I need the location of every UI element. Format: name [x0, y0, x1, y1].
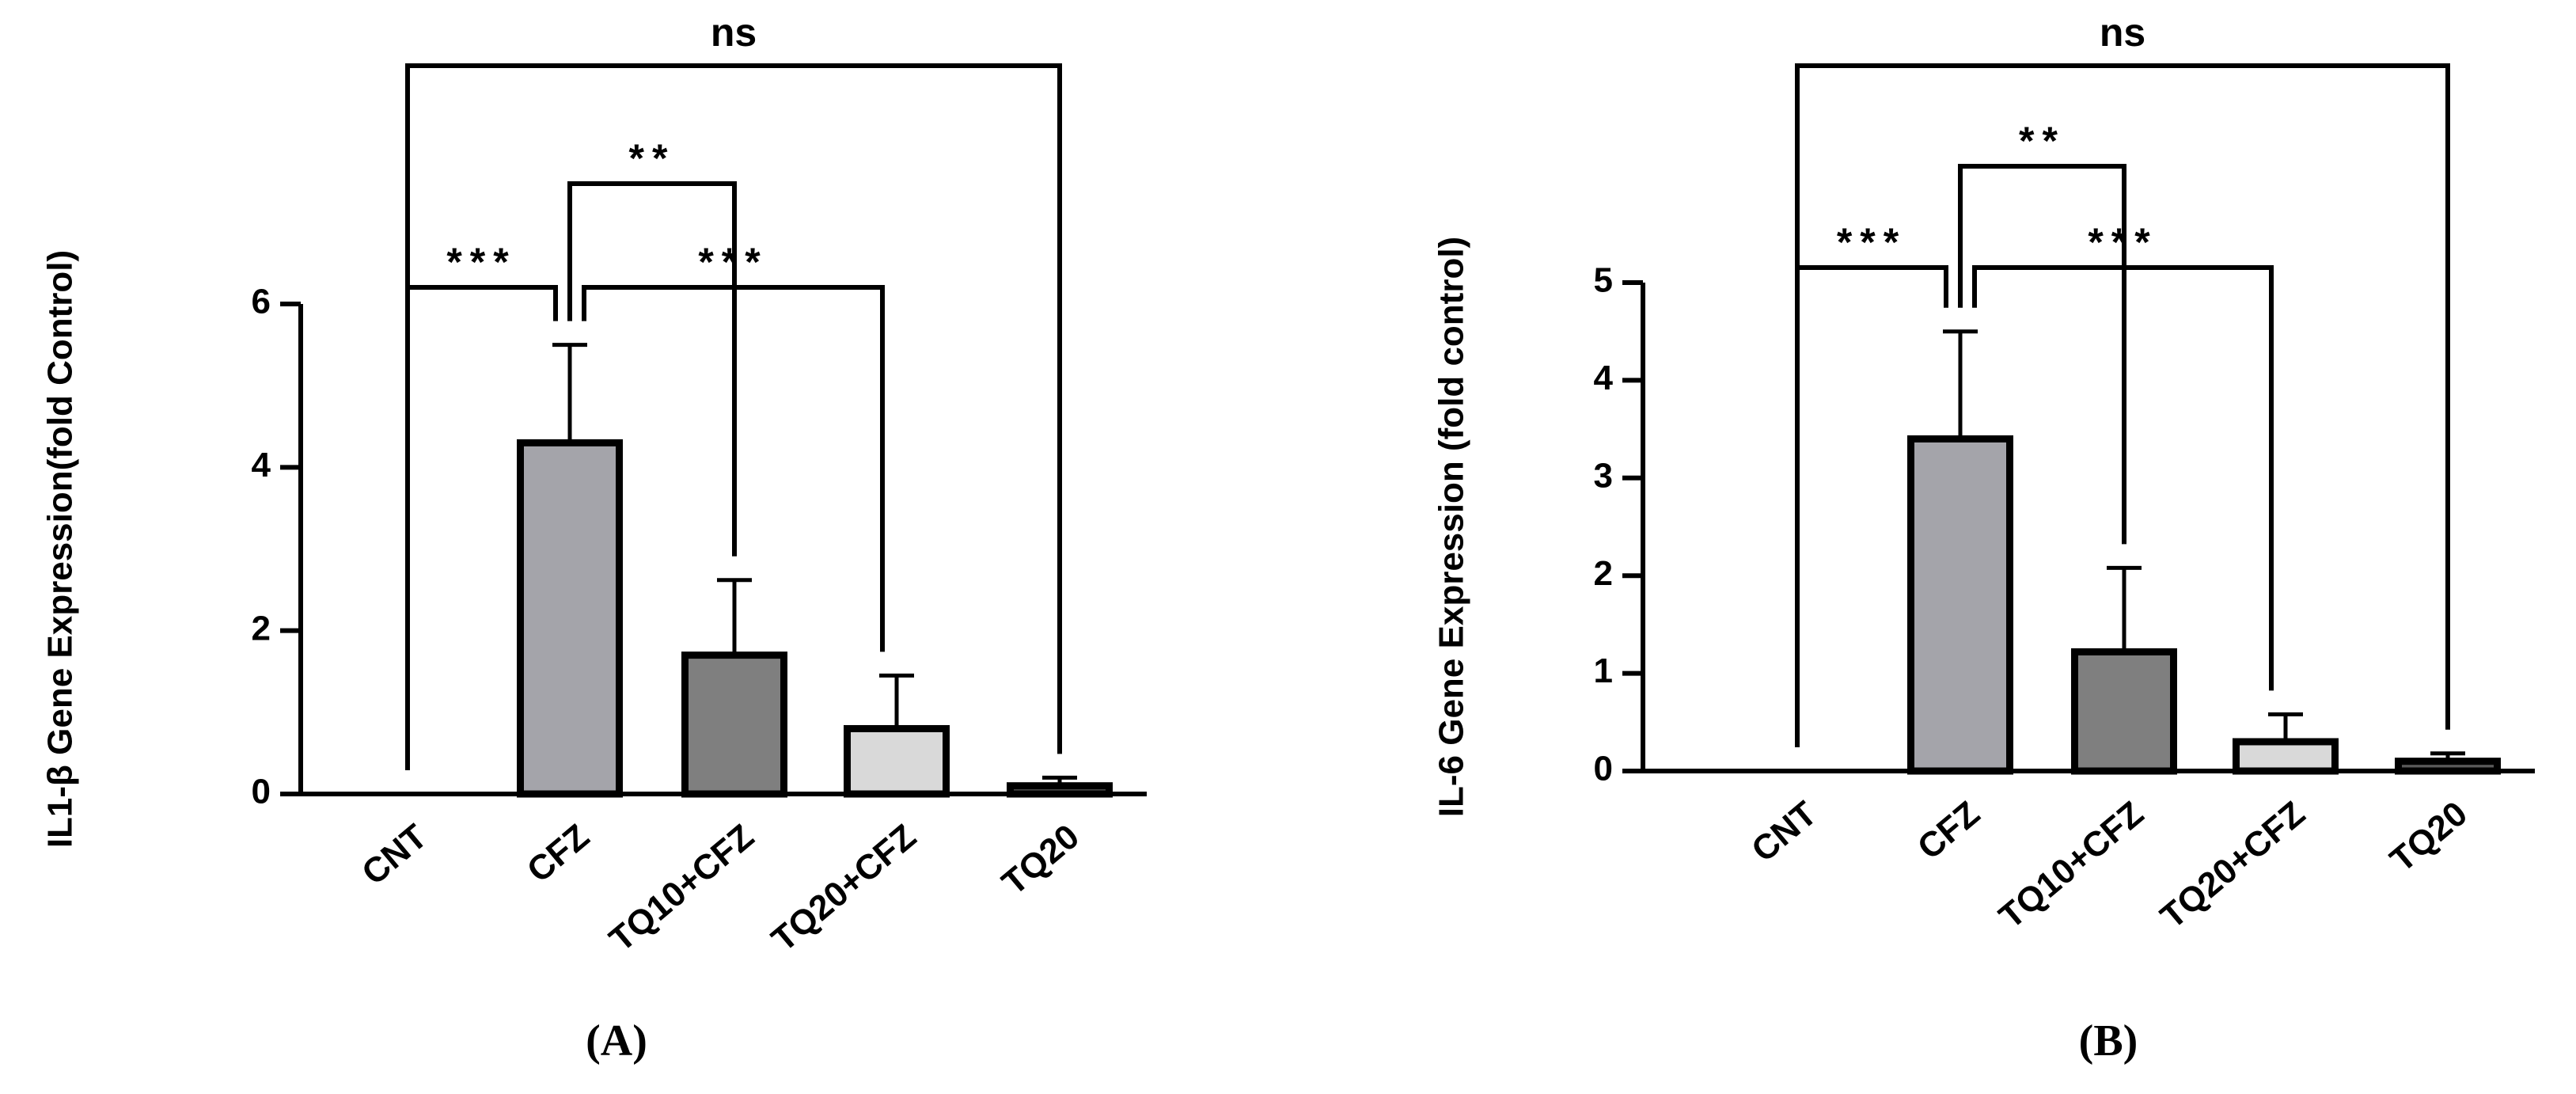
x-tick-label: CFZ	[520, 817, 597, 891]
y-tick-label: 3	[1594, 456, 1613, 495]
significance-label: **	[2019, 119, 2066, 163]
x-tick-label: TQ10+CFZ	[602, 817, 761, 959]
y-tick-label: 4	[1594, 359, 1614, 397]
bar-chart: 0 2 4 6 IL1-β Gene Expression(fold Control) C…	[41, 10, 1147, 1066]
y-axis-label: IL-6 Gene Expression (fold control)	[1432, 237, 1471, 817]
bar	[1007, 782, 1113, 798]
y-tick-label: 5	[1594, 261, 1613, 300]
significance-bracket	[567, 181, 737, 556]
x-tick-label: TQ20+CFZ	[2153, 794, 2312, 936]
significance-bracket	[582, 285, 885, 652]
y-tick-label: 0	[252, 773, 271, 811]
significance-label: **	[629, 136, 676, 180]
significance-bracket	[1972, 265, 2274, 691]
significance-bracket	[1795, 265, 1948, 747]
y-tick-label: 4	[252, 446, 271, 484]
significance-bracket	[405, 285, 558, 770]
y-tick-label: 2	[1594, 554, 1613, 593]
x-tick-label: TQ20	[995, 817, 1087, 902]
y-tick-label: 2	[252, 609, 271, 648]
bar	[2071, 648, 2177, 775]
x-tick-label: TQ20	[2383, 794, 2475, 879]
y-tick-label: 6	[252, 283, 271, 321]
bar-chart: 0 1 2 3 4 5 IL-6 Gene Expression (fold control…	[1432, 10, 2535, 1066]
x-tick-label: TQ20+CFZ	[764, 817, 924, 959]
y-axis-label: IL1-β Gene Expression(fold Control)	[41, 250, 80, 848]
bar	[2233, 738, 2339, 775]
bar	[2395, 758, 2501, 775]
significance-label: ***	[1837, 220, 1906, 264]
bar	[844, 724, 950, 798]
significance-label: ns	[2100, 10, 2145, 55]
x-tick-label: CNT	[1744, 794, 1824, 870]
x-tick-label: TQ10+CFZ	[1992, 794, 2151, 936]
x-tick-label: CNT	[355, 817, 434, 893]
significance-label: ns	[711, 10, 757, 55]
significance-label: ***	[2088, 220, 2157, 264]
significance-label: ***	[698, 240, 768, 284]
y-tick-label: 1	[1594, 651, 1613, 690]
bar	[1907, 435, 2013, 775]
panel-label: (A)	[586, 1016, 647, 1066]
significance-label: ***	[446, 240, 516, 284]
panel-label: (B)	[2079, 1016, 2138, 1066]
x-tick-label: CFZ	[1910, 794, 1987, 868]
bar	[681, 651, 787, 798]
bar	[517, 439, 623, 798]
y-tick-label: 0	[1594, 750, 1613, 788]
significance-bracket	[1958, 164, 2126, 545]
